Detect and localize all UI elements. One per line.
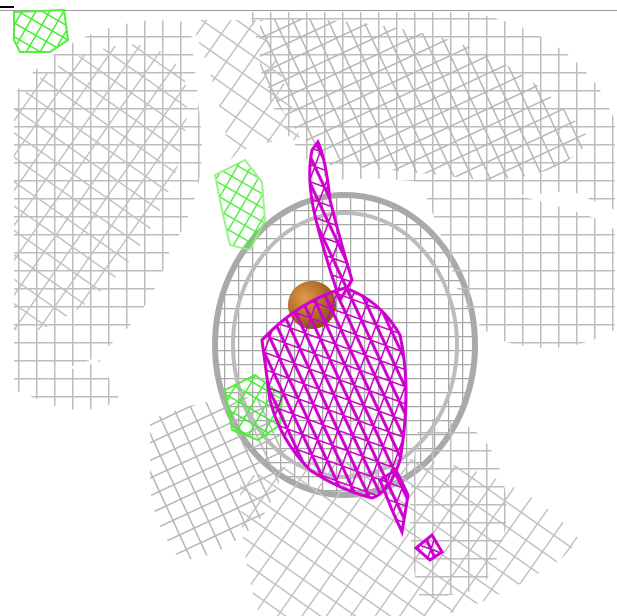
magenta-density-mesh	[260, 139, 445, 562]
viewer-top-border	[0, 0, 617, 11]
green-density-mesh	[13, 8, 284, 442]
corner-tick	[0, 6, 14, 8]
